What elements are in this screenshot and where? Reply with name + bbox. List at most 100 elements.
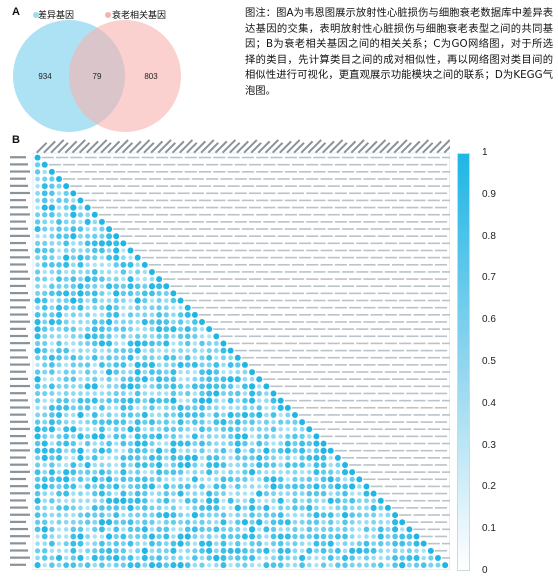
heatmap-dot — [213, 361, 220, 368]
heatmap-column-label — [229, 142, 241, 154]
heatmap-dot — [299, 462, 305, 468]
heatmap-dot — [192, 519, 198, 525]
heatmap-dot — [78, 441, 83, 446]
heatmap-value-text — [291, 292, 305, 295]
heatmap-dot — [85, 212, 90, 218]
heatmap-dot — [342, 541, 348, 547]
heatmap-dot — [120, 362, 127, 368]
heatmap-dot — [185, 505, 190, 511]
heatmap-dot — [206, 405, 212, 411]
heatmap-value-text — [306, 378, 319, 380]
heatmap-dot — [41, 297, 48, 304]
heatmap-value-text — [434, 478, 448, 481]
heatmap-dot — [113, 519, 119, 525]
heatmap-value-text — [413, 356, 426, 359]
heatmap-value-text — [291, 378, 305, 380]
colorbar-tick-label: 0.7 — [482, 272, 496, 284]
heatmap-value-text — [377, 321, 390, 323]
heatmap-value-text — [406, 406, 419, 409]
heatmap-dot — [156, 498, 162, 504]
heatmap-value-text — [177, 206, 190, 209]
heatmap-value-text — [70, 156, 83, 159]
heatmap-value-text — [263, 349, 276, 352]
heatmap-dot — [49, 391, 55, 397]
heatmap-value-text — [206, 306, 219, 309]
heatmap-value-text — [284, 228, 297, 230]
heatmap-value-text — [141, 185, 154, 187]
heatmap-dot — [192, 462, 198, 468]
heatmap-row-label — [10, 291, 28, 295]
heatmap-dot — [206, 397, 213, 404]
heatmap-dot — [177, 333, 184, 340]
heatmap-value-text — [442, 213, 450, 216]
heatmap-dot — [249, 477, 255, 482]
heatmap-dot — [70, 555, 76, 561]
heatmap-dot — [113, 355, 119, 361]
heatmap-value-text — [191, 178, 204, 180]
heatmap-value-text — [406, 478, 419, 481]
heatmap-dot — [228, 562, 233, 568]
heatmap-dot — [213, 398, 219, 404]
heatmap-dot — [263, 476, 270, 483]
heatmap-dot — [213, 554, 220, 562]
heatmap-dot — [63, 476, 70, 483]
heatmap-dot — [92, 283, 98, 289]
heatmap-dot — [271, 505, 276, 511]
heatmap-dot — [234, 376, 241, 383]
heatmap-dot — [178, 512, 184, 518]
heatmap-dot — [292, 455, 298, 461]
heatmap-dot — [328, 519, 334, 525]
heatmap-dot — [156, 391, 162, 396]
heatmap-dot — [99, 319, 105, 325]
heatmap-diagonal-dot — [199, 319, 206, 326]
heatmap-dot — [227, 361, 234, 368]
heatmap-dot — [249, 397, 256, 404]
heatmap-dot — [184, 483, 191, 490]
heatmap-value-text — [249, 263, 262, 266]
heatmap-dot — [113, 533, 119, 540]
heatmap-value-text — [191, 278, 204, 280]
heatmap-dot — [228, 441, 234, 447]
heatmap-dot — [149, 348, 155, 354]
heatmap-dot — [184, 354, 191, 361]
heatmap-dot — [163, 305, 169, 311]
heatmap-dot — [170, 440, 177, 447]
heatmap-dot — [178, 505, 183, 511]
heatmap-column-label — [400, 142, 412, 154]
heatmap-dot — [35, 534, 40, 539]
heatmap-dot — [120, 391, 126, 396]
heatmap-dot — [106, 348, 112, 354]
heatmap-value-text — [213, 185, 226, 187]
heatmap-dot — [85, 233, 91, 239]
heatmap-dot — [349, 505, 355, 511]
heatmap-dot — [77, 226, 84, 232]
heatmap-value-text — [184, 228, 197, 230]
heatmap-column-label — [107, 140, 121, 154]
heatmap-dot — [385, 526, 391, 532]
heatmap-dot — [106, 455, 112, 461]
heatmap-dot — [141, 505, 148, 511]
heatmap-dot — [141, 554, 148, 562]
heatmap-dot — [106, 254, 113, 261]
heatmap-dot — [49, 519, 55, 525]
heatmap-value-text — [442, 342, 450, 345]
heatmap-dot — [78, 369, 83, 375]
heatmap-value-text — [270, 228, 283, 230]
heatmap-value-text — [406, 492, 419, 495]
heatmap-dot — [214, 562, 219, 568]
heatmap-value-text — [442, 471, 450, 473]
heatmap-dot — [142, 283, 148, 289]
heatmap-dot — [156, 355, 162, 361]
heatmap-value-text — [399, 428, 412, 431]
heatmap-dot — [113, 455, 119, 461]
heatmap-diagonal-dot — [148, 268, 155, 275]
heatmap-dot — [128, 419, 133, 425]
heatmap-column-label — [179, 139, 194, 154]
heatmap-dot — [370, 547, 377, 554]
heatmap-dot — [228, 512, 233, 518]
heatmap-dot — [192, 448, 198, 454]
heatmap-value-text — [406, 178, 419, 180]
heatmap-value-text — [363, 192, 376, 195]
panel-label-a: A — [12, 6, 20, 18]
heatmap-dot — [257, 527, 262, 532]
